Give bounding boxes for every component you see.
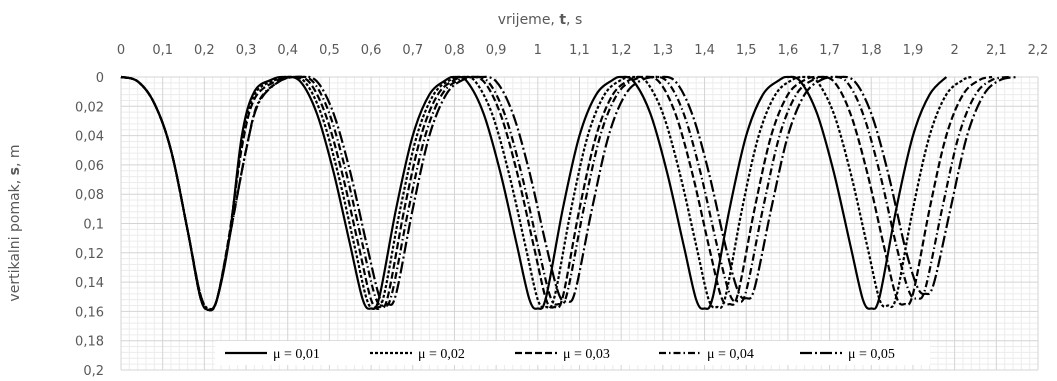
x-tick-label: 1 <box>534 43 542 58</box>
x-axis-title-part-2: , s <box>566 12 582 28</box>
x-tick-label: 0,4 <box>277 43 298 58</box>
series-line-5 <box>120 75 1018 311</box>
x-axis-title-part-1: vrijeme, <box>498 12 560 28</box>
x-tick-label: 1,2 <box>611 43 632 58</box>
x-tick-label: 1,5 <box>736 43 757 58</box>
x-axis-title: vrijeme, t, s <box>498 12 583 28</box>
legend-label: μ = 0,03 <box>563 347 610 362</box>
x-tick-label: 1,3 <box>653 43 674 58</box>
series-lines <box>120 75 1018 312</box>
legend-label: μ = 0,04 <box>707 347 754 362</box>
x-tick-label: 0,2 <box>194 43 215 58</box>
series-line-1 <box>120 75 948 312</box>
x-tick-label: 2,2 <box>1028 43 1049 58</box>
x-tick-labels: 0 0,1 0,2 0,3 0,4 0,5 0,6 0,7 0,8 0,9 1 1,1 1,2 1,3 1,… <box>117 43 1048 58</box>
series-line-4 <box>120 75 1009 311</box>
y-tick-label: 0,18 <box>75 335 104 350</box>
series-line-3 <box>120 75 993 312</box>
y-tick-label: 0,14 <box>75 276 104 291</box>
x-tick-label: 0,1 <box>152 43 173 58</box>
x-tick-label: 1,4 <box>694 43 715 58</box>
series-line-2 <box>120 75 972 312</box>
y-tick-label: 0,08 <box>75 188 104 203</box>
legend-label: μ = 0,01 <box>273 347 320 362</box>
x-tick-label: 2,1 <box>986 43 1007 58</box>
y-tick-label: 0,04 <box>75 130 104 145</box>
x-tick-label: 0,9 <box>486 43 507 58</box>
legend-label: μ = 0,02 <box>418 347 465 362</box>
x-tick-label: 0,7 <box>402 43 423 58</box>
y-tick-label: 0,06 <box>75 159 104 174</box>
x-tick-label: 1,6 <box>778 43 799 58</box>
y-axis-title-part-1: vertikalni pomak, <box>7 175 23 301</box>
y-tick-label: 0,2 <box>83 364 104 379</box>
legend-label: μ = 0,05 <box>848 347 895 362</box>
x-tick-label: 1,9 <box>903 43 924 58</box>
x-axis-title-symbol: t <box>559 12 566 28</box>
x-tick-label: 2 <box>950 43 958 58</box>
y-tick-label: 0 <box>96 71 104 86</box>
y-tick-labels: 0 0,02 0,04 0,06 0,08 0,1 0,12 0,14 0,16 0,18 0,2 <box>75 71 104 379</box>
y-axis-title-part-2: , m <box>7 144 23 167</box>
y-axis-title-symbol: s <box>7 167 23 175</box>
x-tick-label: 1,7 <box>819 43 840 58</box>
y-tick-label: 0,1 <box>83 218 104 233</box>
x-tick-label: 0,8 <box>444 43 465 58</box>
x-tick-label: 0 <box>117 43 125 58</box>
x-tick-label: 0,6 <box>361 43 382 58</box>
x-tick-label: 0,5 <box>319 43 340 58</box>
legend: μ = 0,01 μ = 0,02 μ = 0,03 μ = 0,04 μ = 0,05 <box>215 341 930 365</box>
y-tick-label: 0,16 <box>75 305 104 320</box>
y-tick-label: 0,02 <box>75 100 104 115</box>
x-tick-label: 0,3 <box>236 43 257 58</box>
major-gridlines <box>120 76 1039 371</box>
x-tick-label: 1,1 <box>569 43 590 58</box>
x-tick-label: 1,8 <box>861 43 882 58</box>
y-axis-title: vertikalni pomak, s, m <box>7 144 23 301</box>
y-tick-label: 0,12 <box>75 247 104 262</box>
